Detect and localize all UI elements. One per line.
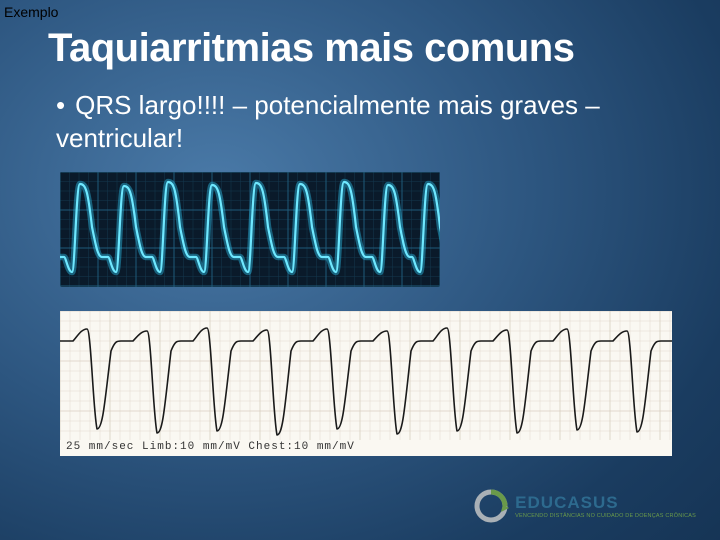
bullet-dot: • [56,90,65,120]
bullet-item: •QRS largo!!!! – potencialmente mais gra… [48,89,672,154]
logo: EDUCASUS VENCENDO DISTÂNCIAS NO CUIDADO … [473,488,696,524]
logo-tagline: VENCENDO DISTÂNCIAS NO CUIDADO DE DOENÇA… [515,513,696,519]
ecg-paper-waveform: 25 mm/sec Limb:10 mm/mV Chest:10 mm/mV [60,311,672,456]
logo-brand: EDUCASUS [515,493,696,513]
slide-title: Taquiarritmias mais comuns [48,26,672,71]
bullet-text: QRS largo!!!! – potencialmente mais grav… [56,90,600,153]
ecg-paper-footer: 25 mm/sec Limb:10 mm/mV Chest:10 mm/mV [66,441,355,453]
logo-icon [473,488,509,524]
ecg-monitor-waveform [60,172,440,287]
example-label: Exemplo [4,4,58,20]
slide-content: Taquiarritmias mais comuns •QRS largo!!!… [0,0,720,456]
logo-text: EDUCASUS VENCENDO DISTÂNCIAS NO CUIDADO … [515,493,696,519]
